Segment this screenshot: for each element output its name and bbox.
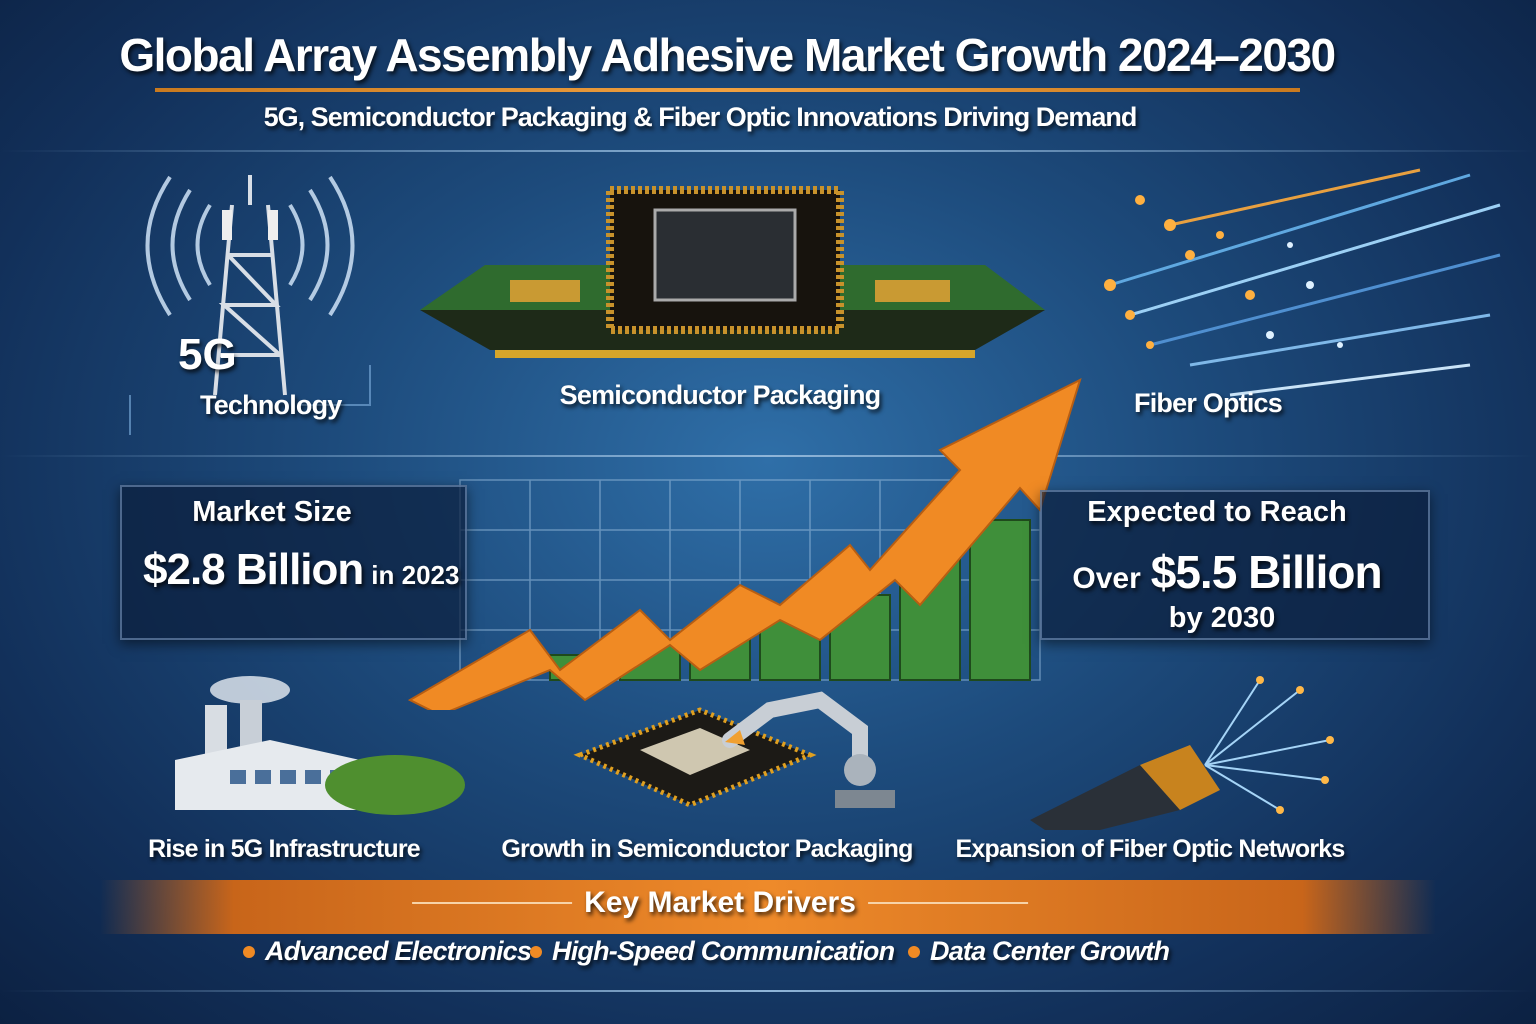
bullet-icon bbox=[908, 945, 920, 958]
growth-arrow bbox=[407, 378, 1082, 710]
forecast-prefix: Over bbox=[1072, 562, 1141, 595]
key-drivers-banner bbox=[100, 880, 1436, 934]
divider bbox=[0, 150, 1536, 152]
banner-rule-left bbox=[412, 902, 573, 904]
key-driver-item: Data Center Growth bbox=[908, 936, 1170, 967]
divider bbox=[0, 990, 1536, 992]
key-drivers-title-row: Key Market Drivers bbox=[412, 886, 1028, 920]
forecast-heading: Expected to Reach bbox=[1087, 496, 1347, 528]
technology-label: Technology bbox=[200, 390, 342, 420]
5g-badge: 5G bbox=[178, 330, 237, 379]
key-driver-item: High-Speed Communication bbox=[530, 936, 895, 967]
driver-semiconductor-label: Growth in Semiconductor Packaging bbox=[501, 835, 913, 863]
page-title: Global Array Assembly Adhesive Market Gr… bbox=[119, 29, 1336, 81]
market-size-box bbox=[120, 485, 467, 640]
forecast-box bbox=[1040, 490, 1430, 640]
market-size-value: $2.8 Billion bbox=[143, 545, 364, 594]
forecast-year: by 2030 bbox=[1168, 602, 1276, 634]
bar bbox=[969, 519, 1031, 681]
chip-icon bbox=[420, 186, 1045, 358]
fiber-optics-icon bbox=[1104, 168, 1501, 397]
robot-arm-chip-icon bbox=[573, 691, 895, 808]
growth-chart-graphic bbox=[407, 378, 1082, 710]
forecast-value: $5.5 Billion bbox=[1150, 546, 1383, 598]
banner-rule-right bbox=[867, 902, 1028, 904]
market-size-heading: Market Size bbox=[192, 496, 352, 528]
factory-icon bbox=[175, 676, 465, 815]
bullet-icon bbox=[243, 945, 255, 958]
key-drivers-title: Key Market Drivers bbox=[584, 886, 856, 919]
cell-tower-icon bbox=[129, 175, 371, 435]
divider bbox=[0, 455, 1536, 457]
key-driver-label: Data Center Growth bbox=[930, 936, 1170, 966]
fiber-cable-icon bbox=[1030, 676, 1334, 830]
driver-fiber-networks-label: Expansion of Fiber Optic Networks bbox=[955, 835, 1346, 863]
key-driver-item: Advanced Electronics bbox=[243, 936, 532, 967]
key-driver-label: Advanced Electronics bbox=[265, 936, 532, 966]
page-subtitle: 5G, Semiconductor Packaging & Fiber Opti… bbox=[263, 102, 1138, 132]
key-driver-label: High-Speed Communication bbox=[552, 936, 895, 966]
forecast-value-row: Over $5.5 Billion bbox=[1072, 545, 1383, 599]
bullet-icon bbox=[530, 945, 542, 958]
market-size-value-row: $2.8 Billion in 2023 bbox=[143, 545, 459, 595]
driver-5g-infrastructure-label: Rise in 5G Infrastructure bbox=[148, 835, 421, 863]
semiconductor-packaging-label: Semiconductor Packaging bbox=[559, 380, 881, 410]
market-size-year: in 2023 bbox=[371, 560, 460, 590]
fiber-optics-label: Fiber Optics bbox=[1134, 388, 1283, 418]
title-divider bbox=[155, 88, 1300, 92]
